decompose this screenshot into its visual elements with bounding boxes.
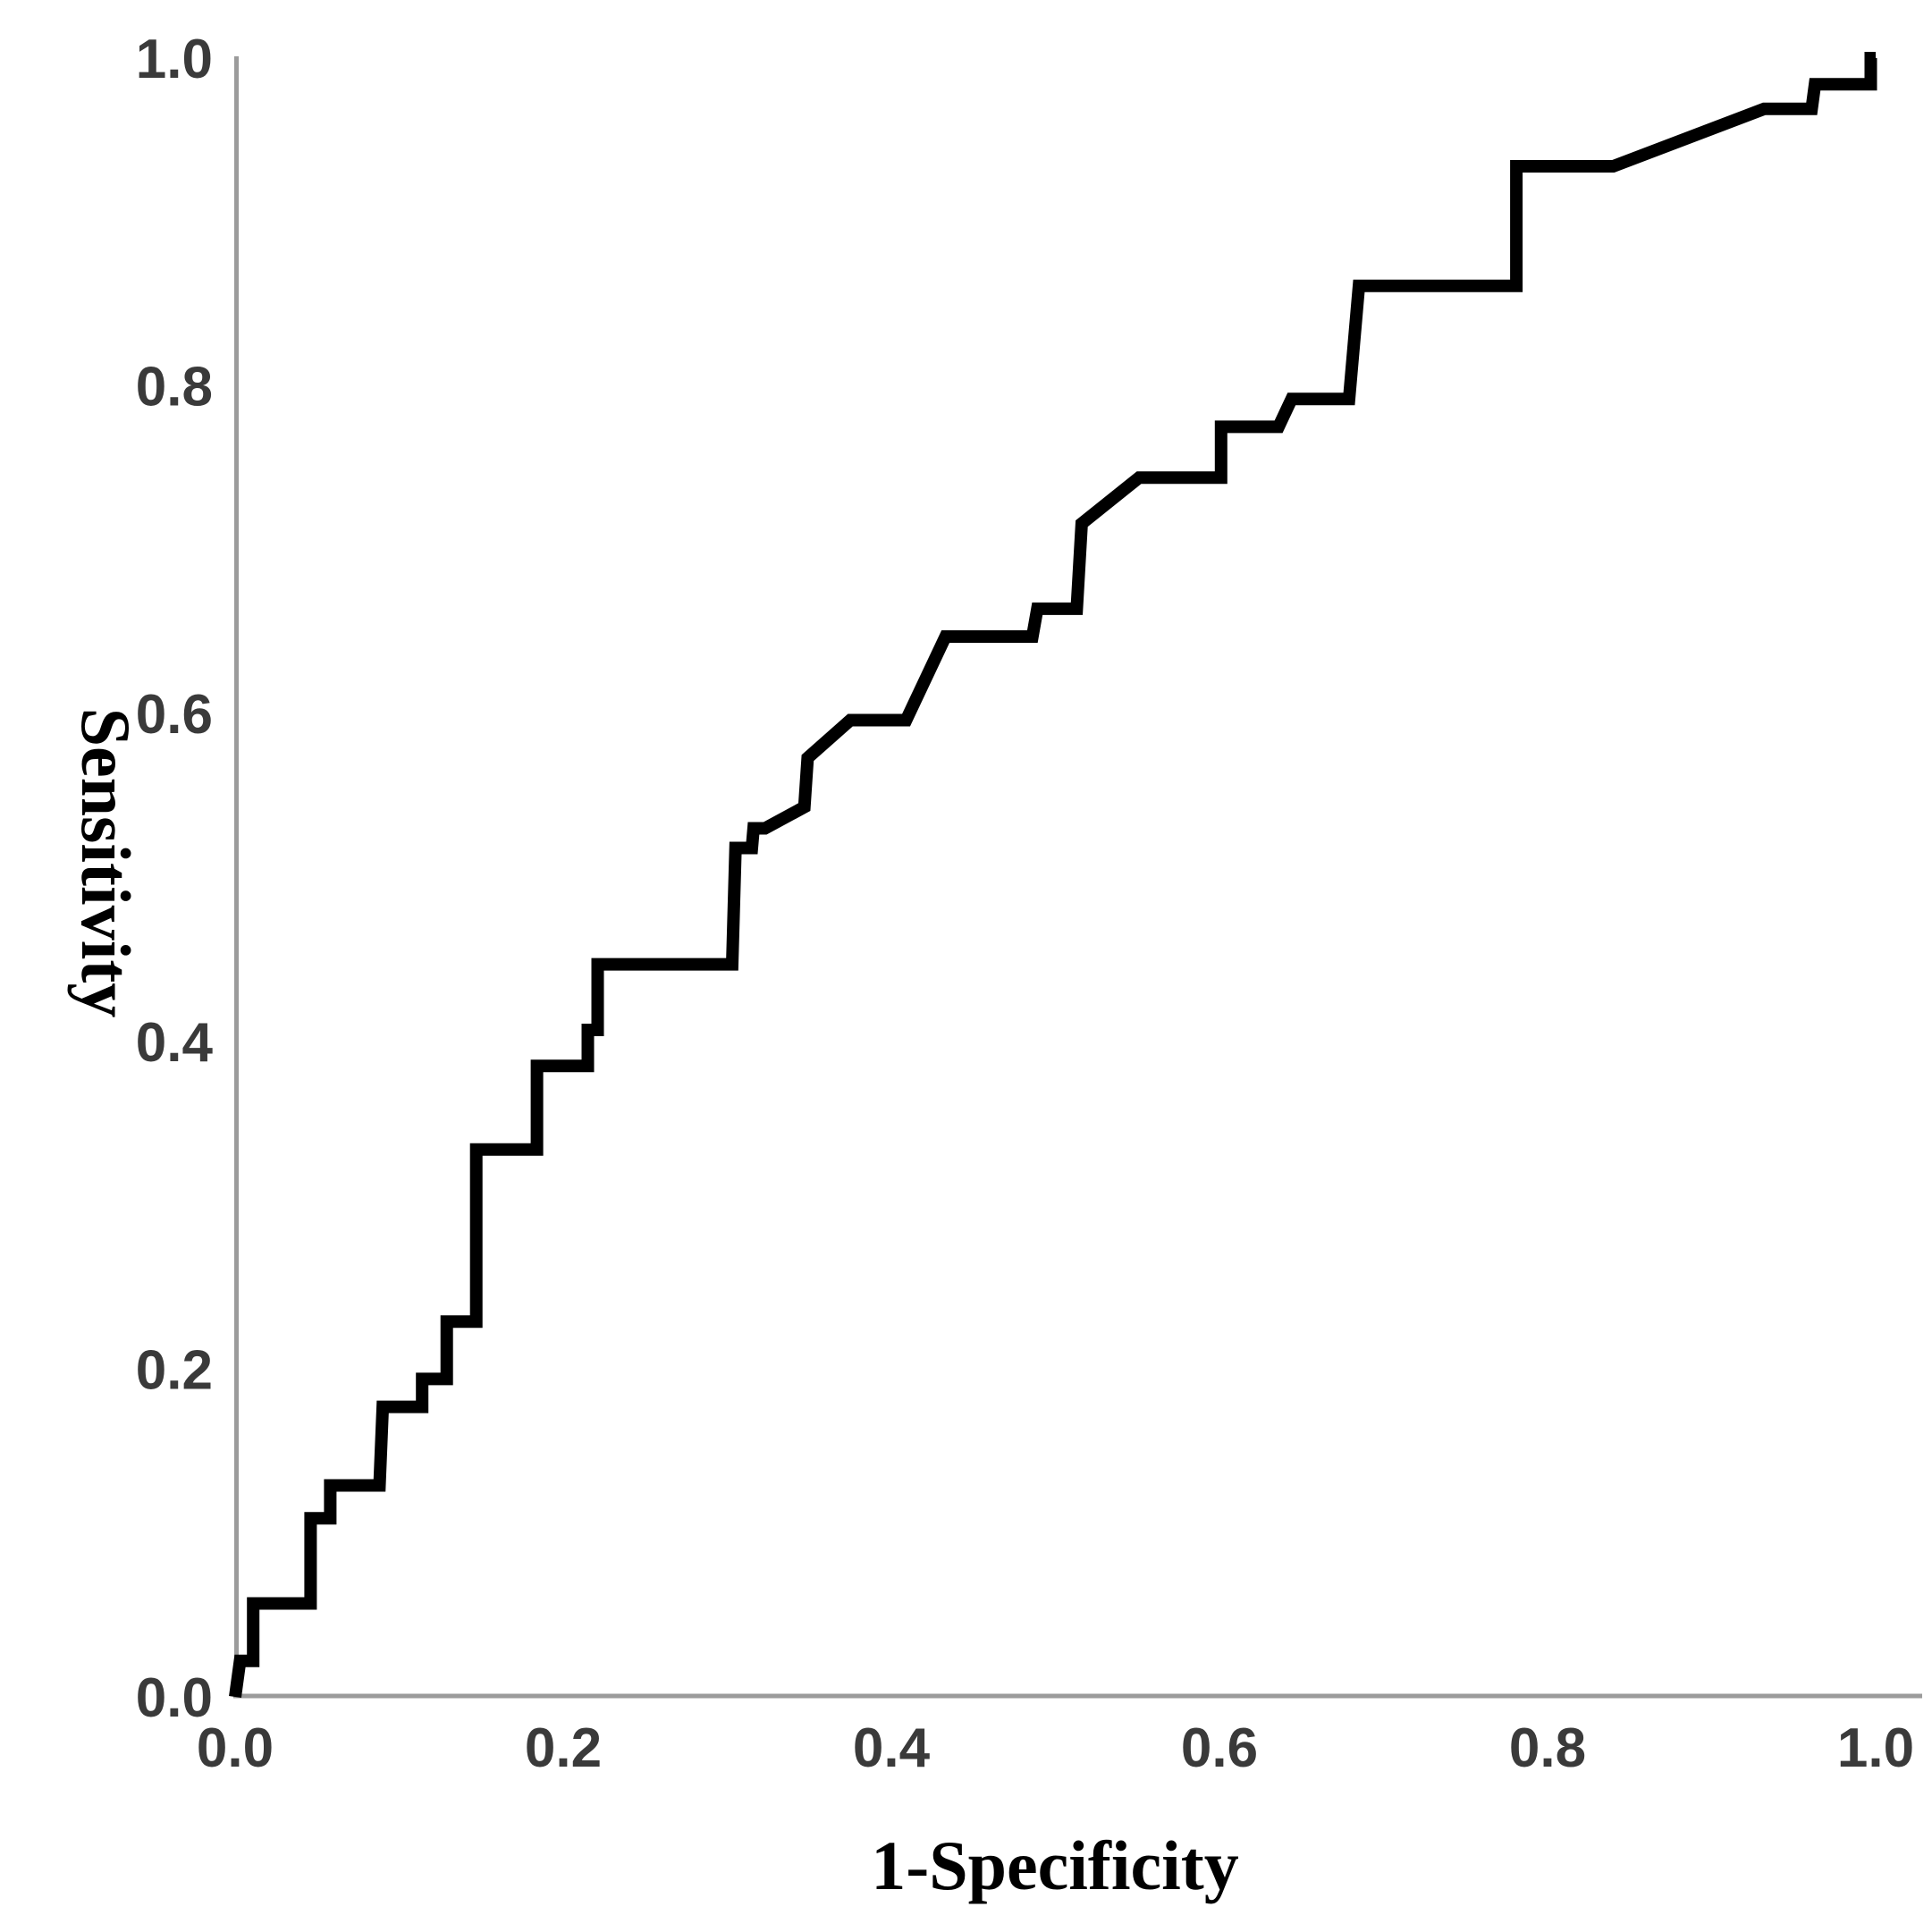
- x-axis-title: 1-Specificity: [871, 1827, 1239, 1904]
- y-axis-title: Sensitivity: [67, 708, 145, 1018]
- x-tick-label: 0.4: [853, 1717, 931, 1779]
- y-tick-label: 0.6: [136, 684, 213, 746]
- roc-curve-line: [229, 52, 1877, 1698]
- y-tick-label: 0.8: [136, 357, 213, 418]
- y-axis-tick-labels: 0.0 0.2 0.4 0.6 0.8 1.0: [136, 29, 214, 1729]
- x-axis-tick-labels: 0.0 0.2 0.4 0.6 0.8 1.0: [197, 1717, 1914, 1779]
- x-tick-label: 0.2: [525, 1717, 602, 1779]
- y-tick-label: 0.0: [136, 1667, 213, 1729]
- x-tick-label: 0.6: [1181, 1717, 1258, 1779]
- y-tick-label: 0.4: [136, 1012, 214, 1074]
- x-tick-label: 0.8: [1509, 1717, 1586, 1779]
- x-tick-label: 0.0: [197, 1717, 274, 1779]
- x-tick-label: 1.0: [1837, 1717, 1914, 1779]
- y-tick-label: 1.0: [136, 29, 213, 90]
- y-tick-label: 0.2: [136, 1339, 213, 1401]
